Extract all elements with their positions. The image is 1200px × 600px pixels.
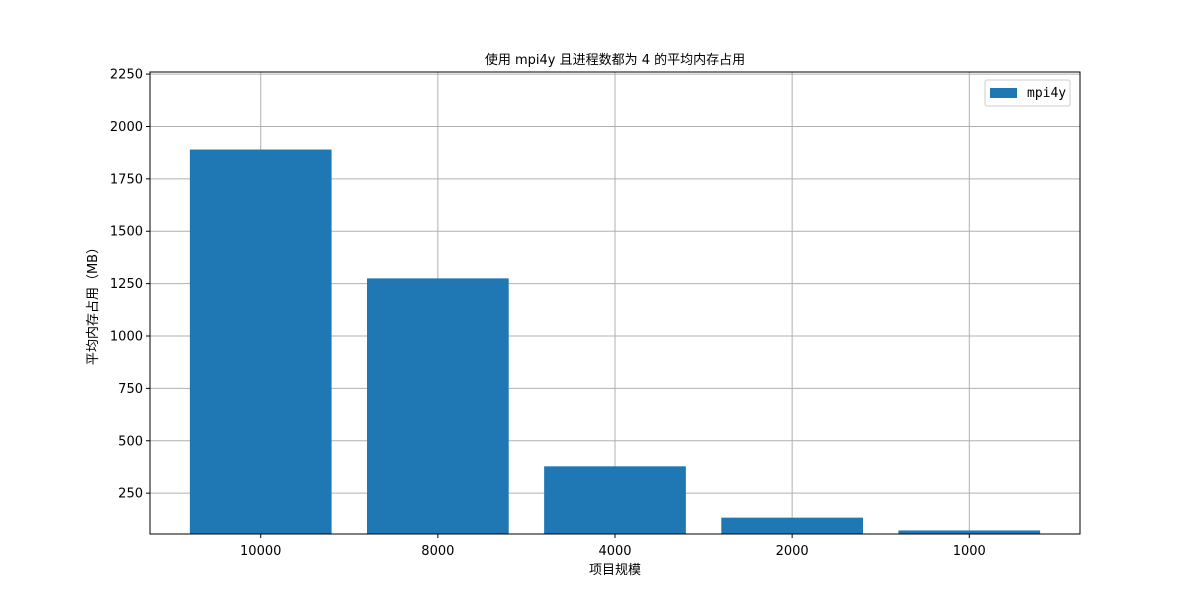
y-tick-label: 2000 [110,120,143,135]
bar [898,530,1041,534]
bar [189,149,332,534]
bar [367,278,509,534]
bar [544,466,686,534]
y-tick-label: 750 [118,382,143,397]
bars-layer [189,149,1041,534]
x-tick-label: 10000 [240,544,281,559]
x-axis-title: 项目规模 [589,563,641,578]
legend-label: mpi4y [1027,86,1066,101]
y-tick-label: 2250 [110,68,143,83]
y-tick-label: 1500 [110,225,143,240]
legend-box [984,79,1071,107]
chart-title: 使用 mpi4y 且进程数都为 4 的平均内存占用 [485,52,745,68]
ticks-layer: 250 500 750 1000 1250 1500 1750 2000 2250 10000 80… [110,68,986,559]
legend: mpi4y [984,79,1071,107]
bar [721,517,863,534]
y-tick-label: 1750 [110,172,143,187]
y-tick-label: 1000 [110,330,143,345]
y-tick-label: 250 [118,487,143,502]
y-tick-label: 500 [118,434,143,449]
x-tick-label: 8000 [421,544,454,559]
x-tick-label: 2000 [776,544,809,559]
y-axis-title: 平均内存占用（MB） [85,241,101,365]
y-tick-label: 1250 [110,277,143,292]
legend-swatch [990,88,1017,98]
x-tick-label: 1000 [953,544,986,559]
x-tick-label: 4000 [598,544,631,559]
